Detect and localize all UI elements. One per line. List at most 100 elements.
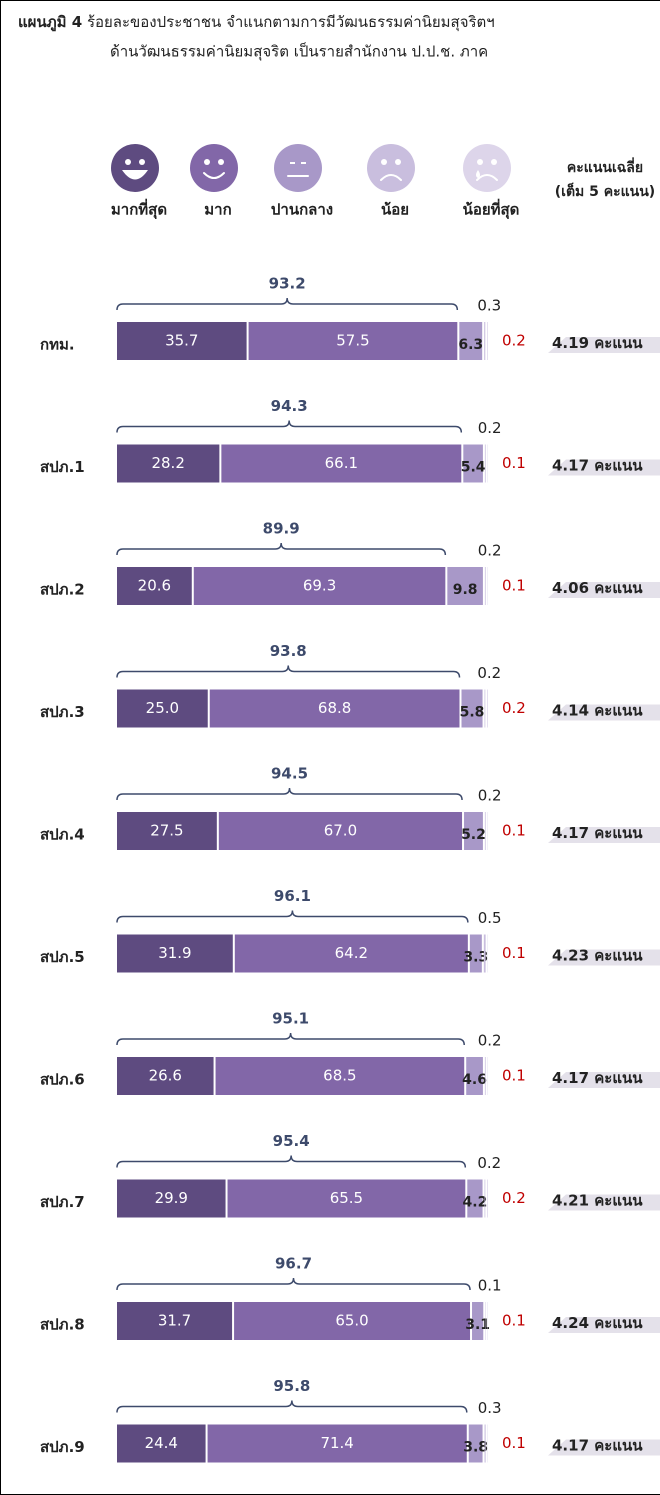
face-eye (139, 159, 145, 165)
value-label: 0.2 (478, 1032, 502, 1050)
face-mouth (122, 170, 148, 180)
bar-segment (117, 322, 247, 360)
score-underlay (548, 704, 660, 721)
value-label: 0.1 (502, 1434, 526, 1452)
bar-segment (484, 322, 486, 360)
value-label: 3.8 (463, 1440, 488, 1456)
legend-icon (111, 144, 159, 192)
bar-segment (484, 1179, 486, 1218)
bar-segment (472, 1302, 484, 1340)
bar-segment (234, 1302, 471, 1340)
value-label: 69.3 (303, 577, 336, 595)
total-brace (116, 1032, 465, 1046)
bar-segment (117, 444, 220, 483)
score-value: 4.21 (552, 1191, 589, 1209)
bar-segment (467, 1179, 483, 1218)
score-label: 4.17 คะแนน (552, 1436, 643, 1454)
value-label: 31.7 (158, 1312, 191, 1330)
value-label: 68.8 (318, 699, 351, 717)
legend-label: มากที่สุด (111, 199, 167, 220)
chart-title: แผนภูมิ 4 ร้อยละของประชาชน จำแนกตามการมี… (18, 13, 495, 32)
score-underlay (548, 1439, 660, 1456)
legend-icon (274, 144, 322, 192)
bar-segment (218, 812, 463, 850)
total-brace (116, 1400, 468, 1413)
bar-segment (117, 1057, 214, 1095)
score-underlay (548, 1072, 660, 1088)
chart-subtitle: ด้านวัฒนธรรมค่านิยมสุจริต เป็นรายสำนักงา… (110, 42, 488, 62)
score-value: 4.19 (552, 334, 589, 352)
value-label: 26.6 (149, 1067, 182, 1085)
value-label: 6.3 (458, 337, 483, 353)
value-label: 4.6 (462, 1072, 487, 1088)
value-label: 71.4 (320, 1434, 353, 1452)
value-label: 27.5 (150, 822, 183, 840)
score-value: 4.24 (552, 1314, 589, 1332)
value-label: 29.9 (155, 1189, 188, 1207)
face-tear (476, 170, 480, 178)
face-eye (491, 159, 497, 165)
face-eye (381, 159, 387, 165)
value-label: 67.0 (324, 822, 357, 840)
bar-segment (221, 444, 462, 483)
score-unit: คะแนน (594, 701, 643, 719)
legend-icon (367, 144, 415, 192)
score-label: 4.19 คะแนน (552, 334, 643, 352)
score-unit: คะแนน (594, 1314, 643, 1332)
face-eye (218, 159, 224, 165)
category-label: สปภ.8 (40, 1316, 85, 1334)
bar-segment (215, 1057, 465, 1095)
total-brace (116, 297, 459, 311)
bar-segment (487, 689, 488, 728)
category-label: สปภ.1 (40, 458, 85, 476)
total-label: 89.9 (263, 520, 300, 538)
total-label: 95.8 (273, 1377, 310, 1395)
face-eye (125, 159, 131, 165)
face-eye (395, 159, 401, 165)
category-label: กทม. (40, 336, 75, 354)
bar-segment (117, 1179, 226, 1218)
score-value: 4.17 (552, 456, 589, 474)
bar-segment (207, 1424, 467, 1463)
value-label: 20.6 (138, 577, 171, 595)
bar-segment (484, 1424, 486, 1463)
total-brace (116, 542, 447, 556)
bar-segment (117, 1424, 206, 1463)
value-label: 28.2 (151, 454, 184, 472)
bar-segment (483, 934, 486, 973)
bar-segment (487, 1179, 488, 1218)
value-label: 31.9 (158, 944, 191, 962)
value-label: 65.5 (330, 1189, 363, 1207)
category-label: สปภ.3 (40, 703, 85, 721)
value-label: 0.1 (502, 454, 526, 472)
bar-segment (117, 934, 233, 973)
value-label: 5.4 (461, 460, 486, 476)
value-label: 35.7 (165, 332, 198, 350)
score-unit: คะแนน (594, 1436, 643, 1454)
bar-segment (447, 567, 483, 605)
score-label: 4.17 คะแนน (552, 1069, 643, 1087)
score-unit: คะแนน (594, 456, 643, 474)
bar-segment (463, 444, 483, 483)
face-eye (204, 159, 210, 165)
bar-segment (484, 812, 486, 850)
value-label: 0.3 (478, 1399, 502, 1417)
value-label: 0.5 (478, 909, 502, 927)
score-label: 4.23 คะแนน (552, 946, 643, 964)
score-label: 4.17 คะแนน (552, 456, 643, 474)
category-label: สปภ.4 (40, 826, 85, 844)
value-label: 0.1 (478, 1277, 502, 1295)
score-unit: คะแนน (594, 579, 643, 597)
category-label: สปภ.7 (40, 1193, 85, 1211)
legend-label: มาก (204, 201, 231, 219)
score-unit: คะแนน (594, 946, 643, 964)
value-label: 0.1 (502, 1067, 526, 1085)
bar-segment (459, 322, 483, 360)
bar-segment (484, 444, 486, 483)
value-label: 0.1 (502, 1312, 526, 1330)
value-label: 5.8 (460, 705, 485, 721)
total-label: 93.2 (269, 275, 306, 293)
value-label: 0.2 (478, 542, 502, 560)
value-label: 0.1 (502, 822, 526, 840)
